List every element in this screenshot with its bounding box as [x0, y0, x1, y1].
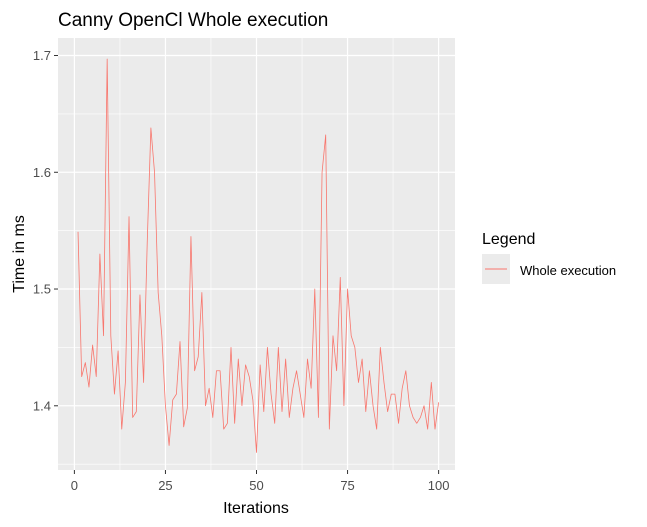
legend-entry-label: Whole execution	[520, 263, 616, 278]
y-tick-label: 1.4	[33, 398, 51, 413]
x-tick-label: 100	[428, 478, 450, 493]
x-tick-label: 0	[71, 478, 78, 493]
x-axis-ticks: 0 25 50 75 100	[71, 470, 450, 493]
legend: Legend Whole execution	[482, 231, 616, 284]
chart-title: Canny OpenCl Whole execution	[58, 10, 328, 31]
x-axis-title: Iterations	[223, 500, 289, 517]
x-tick-label: 50	[249, 478, 263, 493]
y-axis-title: Time in ms	[11, 215, 28, 293]
y-axis-ticks: 1.4 1.5 1.6 1.7	[33, 48, 58, 413]
x-tick-label: 75	[340, 478, 354, 493]
y-tick-label: 1.6	[33, 165, 51, 180]
x-tick-label: 25	[158, 478, 172, 493]
legend-title: Legend	[482, 231, 535, 248]
y-tick-label: 1.5	[33, 282, 51, 297]
y-tick-label: 1.7	[33, 48, 51, 63]
